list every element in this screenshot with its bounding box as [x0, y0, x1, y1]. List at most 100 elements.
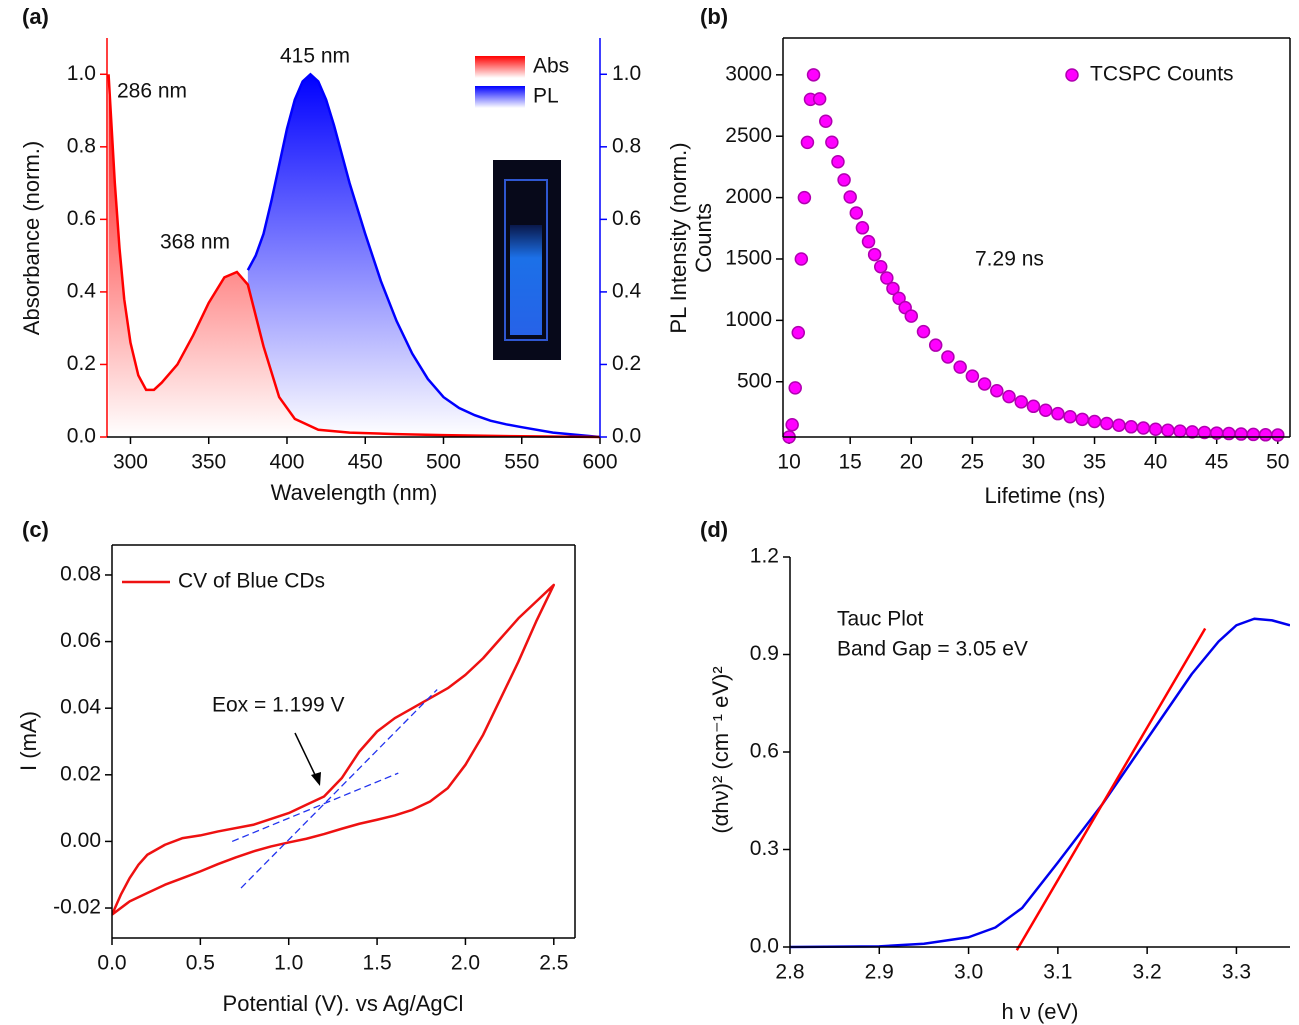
- annotation: 415 nm: [280, 45, 350, 68]
- y-tick-label: 0.04: [60, 696, 101, 719]
- x-tick-label: 40: [1144, 451, 1167, 474]
- x-tick-label: 400: [269, 451, 304, 474]
- x-tick-label: 2.5: [539, 952, 568, 975]
- y-tick-label: 1000: [725, 308, 772, 331]
- y-tick-label: 0.06: [60, 629, 101, 652]
- legend-swatch: [475, 56, 525, 78]
- annotation: 368 nm: [160, 231, 230, 254]
- point: [1099, 416, 1114, 431]
- x-tick-label: 45: [1205, 451, 1228, 474]
- point: [785, 417, 799, 432]
- point: [1173, 424, 1187, 438]
- x-tick-label: 450: [348, 451, 383, 474]
- point: [794, 252, 809, 266]
- x-tick-label: 35: [1083, 451, 1106, 474]
- line: [112, 583, 556, 916]
- panel-label: (a): [22, 4, 49, 29]
- x-tick-label: 30: [1022, 451, 1045, 474]
- x-tick-label: 3.0: [954, 961, 983, 984]
- x-tick-label: 0.0: [97, 952, 126, 975]
- point: [1185, 425, 1200, 439]
- y2-axis-label: PL Intensity (norm.): [666, 142, 691, 333]
- y-tick-label: 0.4: [67, 279, 97, 302]
- point: [1124, 420, 1138, 434]
- annotation: Eox = 1.199 V: [212, 694, 345, 717]
- x-tick-label: 3.3: [1222, 961, 1251, 984]
- point: [1063, 409, 1077, 424]
- point: [886, 281, 900, 296]
- y-tick-label: 0.2: [67, 352, 96, 375]
- line: [790, 617, 1290, 949]
- point: [928, 338, 943, 352]
- arrow: [294, 732, 321, 786]
- x-tick-label: 3.1: [1043, 961, 1072, 984]
- point: [825, 135, 839, 149]
- annotation: 286 nm: [117, 80, 187, 103]
- x-tick-label: 300: [113, 451, 148, 474]
- x-tick-label: 1.0: [274, 952, 303, 975]
- y-tick-label: 0.8: [67, 134, 96, 157]
- point: [861, 234, 876, 249]
- y-axis-label: Counts: [691, 203, 716, 273]
- y-tick-label: 0.02: [60, 762, 101, 785]
- point: [806, 68, 821, 82]
- annotation: Band Gap = 3.05 eV: [837, 638, 1028, 661]
- y2-tick-label: 0.0: [612, 425, 641, 448]
- y2-tick-label: 0.6: [612, 207, 641, 230]
- point: [849, 206, 864, 220]
- y-tick-label: 0.3: [750, 837, 779, 860]
- point: [965, 369, 980, 383]
- point: [1112, 418, 1126, 432]
- point: [1038, 403, 1053, 417]
- point: [800, 135, 815, 150]
- point: [791, 325, 806, 340]
- fit-line: [231, 772, 399, 843]
- x-tick-label: 20: [900, 451, 923, 474]
- panel-label: (c): [22, 517, 49, 542]
- legend-label: CV of Blue CDs: [178, 570, 325, 593]
- y-tick-label: 1500: [725, 247, 772, 270]
- area: [247, 74, 600, 437]
- y-tick-label: 0.0: [67, 425, 96, 448]
- x-tick-label: 2.0: [451, 952, 480, 975]
- point: [953, 360, 967, 374]
- point: [916, 324, 931, 339]
- point: [1271, 428, 1285, 442]
- panel-label: (b): [700, 4, 728, 29]
- y-tick-label: 1.0: [67, 62, 96, 85]
- point: [812, 92, 827, 106]
- x-tick-label: 600: [582, 451, 617, 474]
- x-tick-label: 10: [777, 451, 800, 474]
- x-tick-label: 350: [191, 451, 226, 474]
- point: [990, 383, 1004, 398]
- annotation: Tauc Plot: [837, 608, 924, 631]
- x-tick-label: 500: [426, 451, 461, 474]
- point: [1026, 399, 1041, 414]
- point: [788, 381, 802, 395]
- point: [941, 350, 955, 364]
- point: [1002, 389, 1016, 404]
- x-tick-label: 0.5: [186, 952, 215, 975]
- point: [843, 190, 857, 204]
- line: [246, 72, 600, 439]
- point: [1222, 426, 1236, 441]
- fit-line: [240, 689, 438, 889]
- x-tick-label: 50: [1266, 451, 1289, 474]
- y-tick-label: 3000: [725, 62, 772, 85]
- point: [855, 221, 870, 235]
- point: [1246, 427, 1261, 442]
- point: [904, 309, 919, 323]
- legend-label: PL: [533, 85, 559, 108]
- point: [1136, 421, 1151, 435]
- x-axis-label: Lifetime (ns): [984, 483, 1105, 508]
- x-tick-label: 15: [839, 451, 862, 474]
- legend-label: Abs: [533, 55, 569, 78]
- y2-tick-label: 0.2: [612, 352, 641, 375]
- point: [867, 247, 882, 262]
- point: [977, 377, 992, 391]
- y-tick-label: 0.0: [750, 935, 779, 958]
- point: [837, 173, 851, 187]
- point: [1148, 422, 1163, 437]
- x-tick-label: 550: [504, 451, 539, 474]
- point: [1014, 395, 1028, 409]
